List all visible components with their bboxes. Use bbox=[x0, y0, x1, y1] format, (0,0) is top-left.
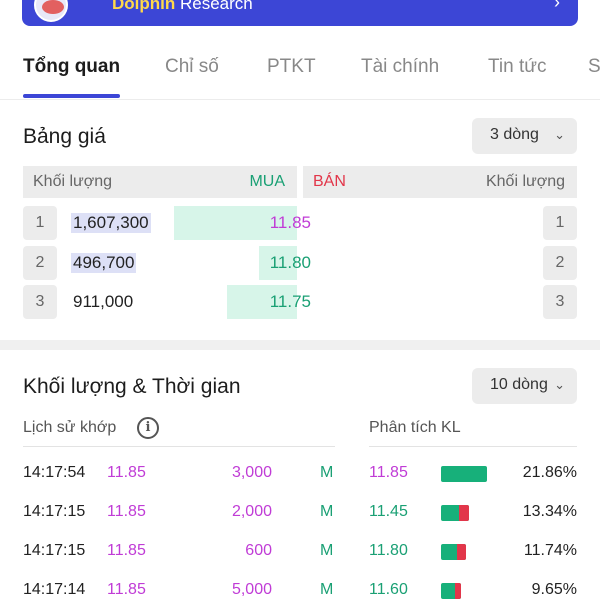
chevron-down-icon: ⌄ bbox=[554, 127, 565, 142]
trade-volume: 5,000 bbox=[231, 581, 272, 598]
trade-side: M bbox=[320, 464, 334, 481]
trade-time: 14:17:14 bbox=[23, 581, 86, 598]
history-divider bbox=[23, 446, 335, 447]
row-index-right: 1 bbox=[543, 206, 577, 240]
sell-portion-bar bbox=[455, 583, 461, 599]
analysis-volume-bar bbox=[441, 544, 466, 560]
tab-overview[interactable]: Tổng quan bbox=[23, 56, 121, 77]
order-book-title: Bảng giá bbox=[23, 125, 106, 148]
volume-time-title: Khối lượng & Thời gian bbox=[23, 375, 241, 398]
analysis-volume-bar bbox=[441, 505, 469, 521]
buy-header-label: MUA bbox=[249, 173, 285, 190]
row-index-right: 3 bbox=[543, 285, 577, 319]
bid-price: 11.80 bbox=[269, 253, 311, 272]
order-book-row[interactable]: 1 1,607,300 11.85 1 bbox=[23, 205, 577, 241]
analysis-percent: 13.34% bbox=[522, 503, 577, 520]
bid-depth-bar bbox=[174, 206, 297, 240]
research-banner[interactable]: Dolphin Research › bbox=[22, 0, 578, 26]
row-index-right: 2 bbox=[543, 246, 577, 280]
analysis-volume-bar bbox=[441, 466, 487, 482]
bid-volume: 911,000 bbox=[73, 292, 134, 311]
sell-portion-bar bbox=[459, 505, 469, 521]
tab-indicators[interactable]: Chỉ số bbox=[165, 56, 219, 77]
section-divider bbox=[0, 340, 600, 350]
trade-row: 14:17:54 11.85 3,000 M 11.85 21.86% bbox=[23, 464, 577, 488]
dropdown-value: 10 dòng bbox=[490, 376, 548, 393]
bid-price: 11.85 bbox=[269, 213, 311, 232]
row-index: 3 bbox=[23, 285, 57, 319]
row-index: 2 bbox=[23, 246, 57, 280]
analysis-price: 11.60 bbox=[369, 581, 408, 598]
analysis-divider bbox=[369, 446, 577, 447]
analysis-price: 11.85 bbox=[369, 464, 408, 481]
trade-row: 14:17:14 11.85 5,000 M 11.60 9.65% bbox=[23, 581, 577, 600]
order-book-rows-dropdown[interactable]: 3 dòng ⌄ bbox=[472, 118, 577, 154]
info-icon[interactable]: i bbox=[137, 417, 159, 439]
trade-side: M bbox=[320, 503, 334, 520]
analysis-price: 11.45 bbox=[369, 503, 408, 520]
trade-price: 11.85 bbox=[107, 542, 146, 559]
chevron-right-icon[interactable]: › bbox=[554, 0, 560, 12]
analysis-volume-bar bbox=[441, 583, 461, 599]
buy-header: Khối lượng MUA bbox=[23, 166, 297, 198]
bid-volume: 1,607,300 bbox=[71, 213, 151, 233]
analysis-percent: 21.86% bbox=[522, 464, 577, 481]
row-index: 1 bbox=[23, 206, 57, 240]
tab-bar: Tổng quan Chỉ số PTKT Tài chính Tin tức … bbox=[0, 48, 600, 100]
volume-analysis-label: Phân tích KL bbox=[369, 419, 461, 436]
analysis-percent: 9.65% bbox=[531, 581, 577, 598]
analysis-price: 11.80 bbox=[369, 542, 408, 559]
dropdown-value: 3 dòng bbox=[490, 126, 539, 143]
bid-volume: 496,700 bbox=[71, 253, 137, 273]
dolphin-logo-icon bbox=[34, 0, 68, 22]
sell-portion-bar bbox=[457, 544, 466, 560]
tab-finance[interactable]: Tài chính bbox=[361, 56, 440, 77]
bid-depth-bar bbox=[227, 285, 297, 319]
banner-title: Dolphin Research bbox=[112, 0, 253, 13]
trade-row: 14:17:15 11.85 600 M 11.80 11.74% bbox=[23, 542, 577, 566]
sell-header: BÁN Khối lượng bbox=[303, 166, 577, 198]
sell-header-label: BÁN bbox=[313, 173, 346, 190]
trade-volume: 2,000 bbox=[231, 503, 272, 520]
analysis-percent: 11.74% bbox=[523, 542, 577, 559]
buy-volume-header: Khối lượng bbox=[33, 173, 113, 190]
trade-price: 11.85 bbox=[107, 581, 146, 598]
trade-row: 14:17:15 11.85 2,000 M 11.45 13.34% bbox=[23, 503, 577, 527]
trade-time: 14:17:54 bbox=[23, 464, 86, 481]
chevron-down-icon: ⌄ bbox=[554, 377, 565, 392]
sell-volume-header: Khối lượng bbox=[485, 173, 565, 190]
bid-depth-bar bbox=[259, 246, 297, 280]
order-book-row[interactable]: 2 496,700 11.80 2 bbox=[23, 245, 577, 281]
trade-side: M bbox=[320, 542, 334, 559]
trade-side: M bbox=[320, 581, 334, 598]
match-history-label: Lịch sử khớp bbox=[23, 419, 117, 436]
trade-time: 14:17:15 bbox=[23, 542, 86, 559]
active-tab-indicator bbox=[23, 94, 120, 98]
tab-news[interactable]: Tin tức bbox=[488, 56, 547, 77]
trade-price: 11.85 bbox=[107, 464, 146, 481]
order-book-row[interactable]: 3 911,000 11.75 3 bbox=[23, 284, 577, 320]
tab-technical[interactable]: PTKT bbox=[267, 56, 316, 77]
trade-volume: 600 bbox=[245, 542, 272, 559]
volume-time-rows-dropdown[interactable]: 10 dòng ⌄ bbox=[472, 368, 577, 404]
trade-volume: 3,000 bbox=[231, 464, 272, 481]
trade-time: 14:17:15 bbox=[23, 503, 86, 520]
tab-partial[interactable]: S bbox=[588, 56, 600, 77]
bid-price: 11.75 bbox=[269, 292, 311, 311]
trade-price: 11.85 bbox=[107, 503, 146, 520]
